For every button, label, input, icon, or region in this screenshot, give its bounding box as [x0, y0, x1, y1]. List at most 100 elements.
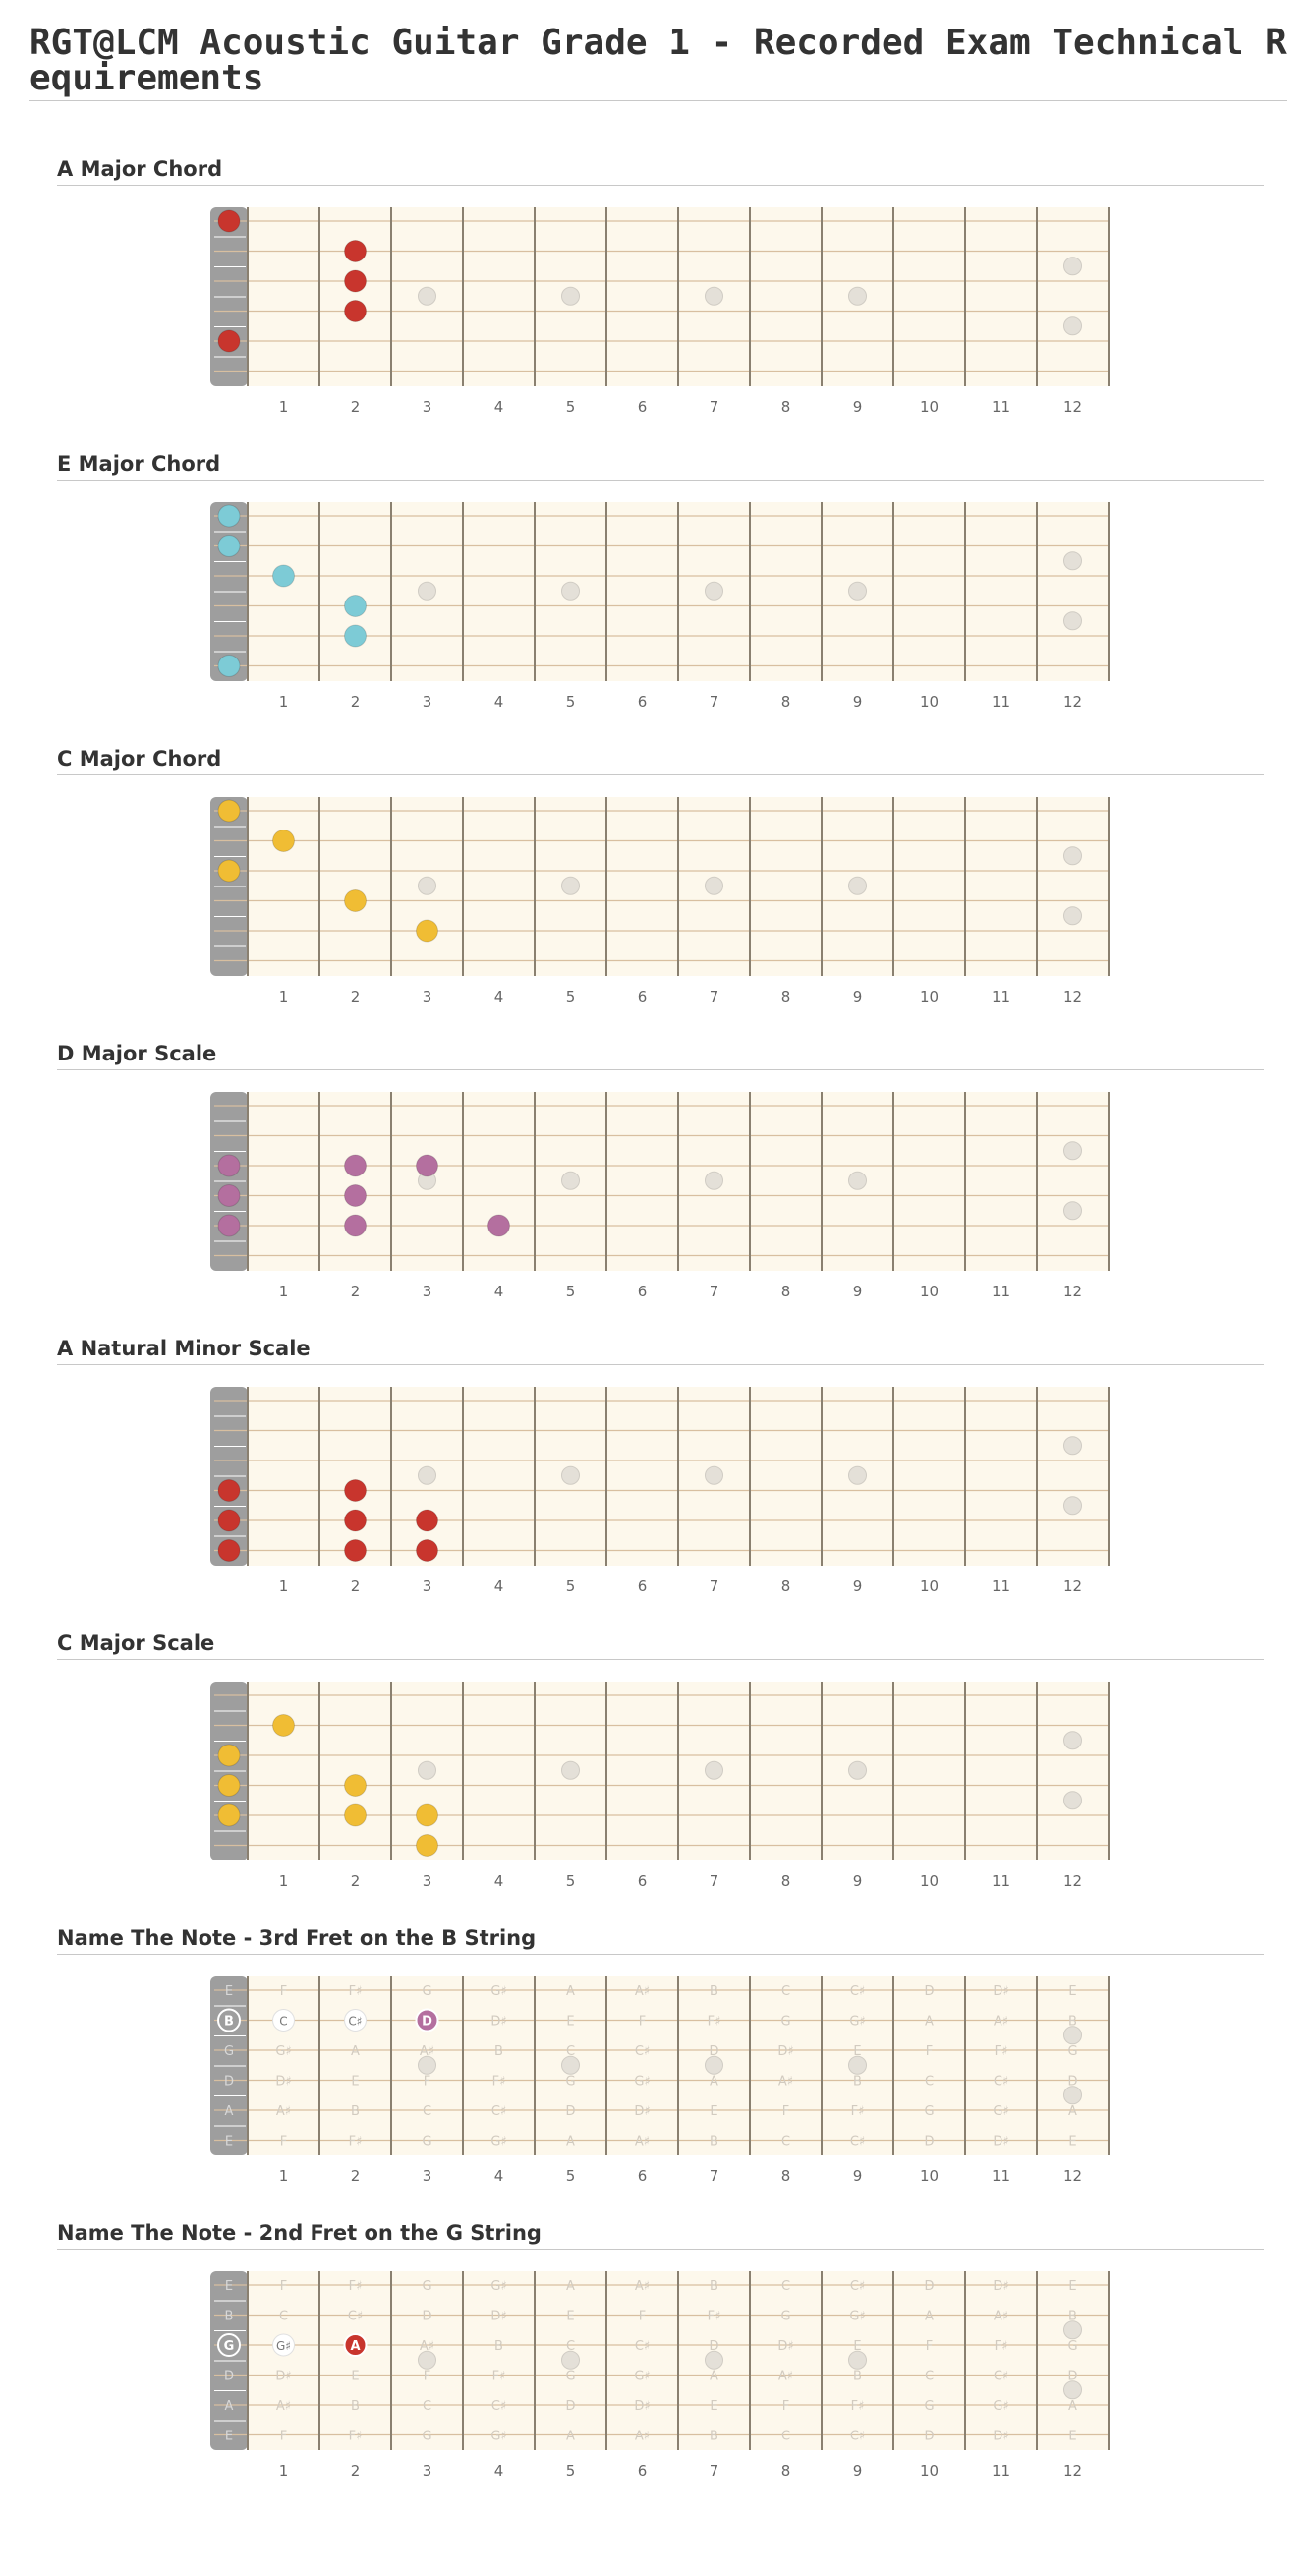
- fret-number: 7: [710, 2167, 719, 2185]
- position-marker: [418, 876, 436, 895]
- faded-note: G♯: [849, 2015, 865, 2030]
- fret-number: 9: [853, 398, 863, 416]
- fret-number: 9: [853, 693, 863, 711]
- fret-number: 5: [566, 2462, 576, 2480]
- position-marker: [1063, 2320, 1082, 2340]
- faded-note: C♯: [635, 2044, 650, 2059]
- faded-note: D: [1067, 2075, 1077, 2089]
- fret-number: 12: [1063, 693, 1082, 711]
- faded-note: C♯: [850, 2279, 865, 2294]
- note-dot: [217, 1744, 241, 1767]
- position-marker: [561, 286, 580, 306]
- faded-note: A♯: [778, 2370, 793, 2384]
- position-marker: [705, 286, 723, 306]
- fret-number: 4: [494, 398, 504, 416]
- faded-note: A: [1068, 2399, 1077, 2414]
- fret-number: 12: [1063, 1577, 1082, 1595]
- fret-number: 2: [351, 988, 361, 1005]
- faded-note: D♯: [777, 2339, 793, 2354]
- fret-number: 2: [351, 1577, 361, 1595]
- fret-number: 5: [566, 2167, 576, 2185]
- faded-note: F♯: [349, 2430, 363, 2444]
- position-marker: [848, 581, 867, 601]
- faded-note: G: [780, 2015, 790, 2030]
- fret-number: 8: [781, 2462, 791, 2480]
- fret-number: 10: [920, 1577, 939, 1595]
- faded-note: G: [422, 2430, 431, 2444]
- fret-number: 6: [638, 2462, 648, 2480]
- faded-note: A: [566, 2430, 575, 2444]
- fret-number: 8: [781, 2167, 791, 2185]
- faded-note: D♯: [993, 2135, 1008, 2149]
- faded-note: A: [351, 2044, 360, 2059]
- note-dot: [344, 595, 367, 617]
- fret-number: 5: [566, 693, 576, 711]
- open-string-name: A: [225, 2399, 234, 2414]
- fret-number: 4: [494, 1283, 504, 1300]
- note-dot: [416, 1803, 438, 1827]
- fret-number: 1: [279, 1283, 289, 1300]
- faded-note: E: [1068, 2430, 1076, 2444]
- faded-note: A♯: [994, 2015, 1008, 2030]
- faded-note: C: [566, 2044, 575, 2059]
- section-title: A Major Chord: [57, 157, 1264, 186]
- note-dot: [217, 1154, 241, 1177]
- faded-note: B: [710, 2279, 718, 2294]
- section-5: C Major Scale 1 2 3 4 5 6 7 8 9 10 11 12: [57, 1631, 1264, 1916]
- fret-number: 10: [920, 988, 939, 1005]
- faded-note: D: [1067, 2370, 1077, 2384]
- svg-text:C♯: C♯: [348, 2015, 362, 2029]
- faded-note: A♯: [635, 1984, 650, 1999]
- note-dot: [344, 1509, 367, 1532]
- faded-note: D: [565, 2399, 575, 2414]
- note-dot: [344, 1774, 367, 1797]
- open-string-name: E: [225, 2279, 233, 2294]
- fret-number: 11: [992, 1283, 1010, 1300]
- note-dot: [344, 1539, 367, 1562]
- fret-number: 7: [710, 1872, 719, 1890]
- faded-note: E: [351, 2370, 359, 2384]
- faded-note: D: [709, 2339, 718, 2354]
- position-marker: [418, 1760, 436, 1780]
- faded-note: F♯: [492, 2075, 506, 2089]
- note-dot: [416, 1154, 438, 1177]
- fret-number: 8: [781, 1872, 791, 1890]
- fret-number: 6: [638, 1577, 648, 1595]
- faded-note: A: [566, 2135, 575, 2149]
- section-title: A Natural Minor Scale: [57, 1337, 1264, 1365]
- faded-note: F: [782, 2104, 789, 2119]
- faded-note: G: [422, 2135, 431, 2149]
- fret-number: 4: [494, 988, 504, 1005]
- section-4: A Natural Minor Scale 1 2 3 4 5 6 7 8 9 10 11 12: [57, 1337, 1264, 1621]
- fret-number: 3: [423, 1283, 432, 1300]
- faded-note: D: [709, 2044, 718, 2059]
- note-dot: [344, 1479, 367, 1502]
- position-marker: [1063, 2086, 1082, 2105]
- faded-note: F♯: [708, 2015, 721, 2030]
- note-dot: [217, 1479, 241, 1502]
- note-dot: [272, 564, 295, 588]
- faded-note: C: [781, 2279, 790, 2294]
- section-2: C Major Chord 1 2 3 4 5 6 7 8 9 10 11 12: [57, 747, 1264, 1031]
- position-marker: [1063, 316, 1082, 336]
- fret-number: 10: [920, 1283, 939, 1300]
- position-marker: [848, 1760, 867, 1780]
- section-3: D Major Scale 1 2 3 4 5 6 7 8 9 10 11 12: [57, 1042, 1264, 1326]
- faded-note: D: [924, 1984, 934, 1999]
- note-label: G: [217, 2333, 241, 2357]
- faded-note: E: [1068, 1984, 1076, 1999]
- fret-number: 1: [279, 398, 289, 416]
- note-dot: [217, 655, 241, 677]
- faded-note: B: [710, 2430, 718, 2444]
- note-dot: [344, 1803, 367, 1827]
- position-marker: [561, 876, 580, 895]
- fret-number: 9: [853, 1577, 863, 1595]
- faded-note: B: [710, 2135, 718, 2149]
- faded-note: B: [1068, 2310, 1077, 2324]
- position-marker: [705, 581, 723, 601]
- faded-note: F: [782, 2399, 789, 2414]
- position-marker: [705, 2350, 723, 2370]
- faded-note: E: [566, 2310, 574, 2324]
- faded-note: C: [423, 2399, 431, 2414]
- fret-number: 2: [351, 398, 361, 416]
